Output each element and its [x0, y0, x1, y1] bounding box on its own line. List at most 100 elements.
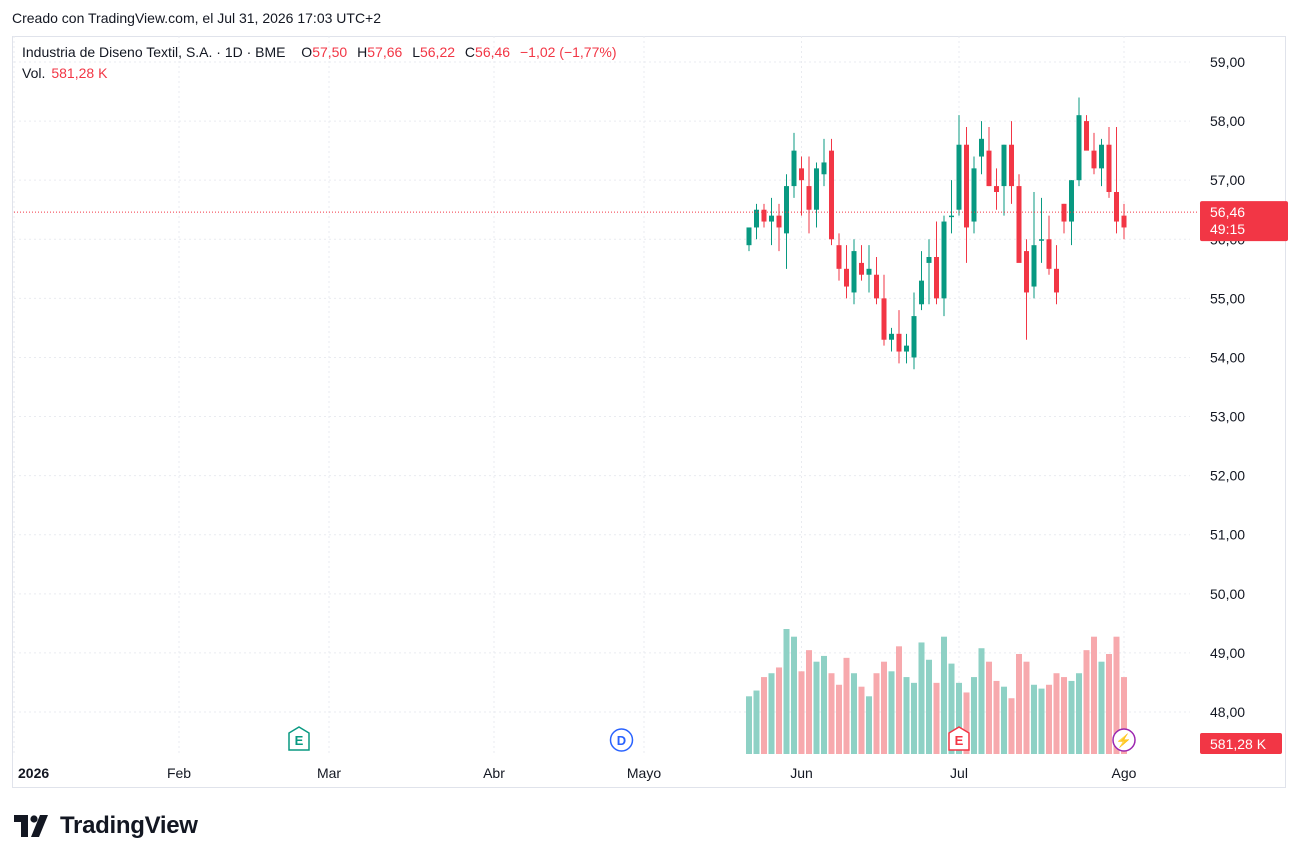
brand-name: TradingView — [60, 812, 198, 839]
candle-body[interactable] — [949, 215, 954, 218]
volume-bar — [986, 661, 992, 754]
volume-bar — [761, 677, 767, 754]
candle-body[interactable] — [866, 268, 872, 275]
event-marker-letter: ⚡ — [1116, 733, 1132, 749]
volume-bar — [948, 663, 955, 754]
legend-symbol: Industria de Diseno Textil, S.A. · 1D · … — [22, 44, 286, 60]
volume-bar — [1091, 636, 1097, 754]
candle-body[interactable] — [964, 144, 969, 228]
candle-body[interactable] — [1091, 150, 1097, 169]
candle-body[interactable] — [1106, 144, 1112, 192]
candle-body[interactable] — [761, 209, 767, 222]
candle-body[interactable] — [1061, 203, 1067, 222]
candle-body[interactable] — [971, 168, 977, 222]
candle-body[interactable] — [979, 138, 984, 157]
candle-body[interactable] — [829, 150, 834, 240]
candle-body[interactable] — [784, 186, 789, 234]
legend-low: 56,22 — [419, 44, 456, 60]
volume-bar — [1046, 684, 1052, 754]
volume-bar — [851, 673, 857, 754]
candle-body[interactable] — [806, 186, 812, 210]
volume-bar — [956, 682, 962, 754]
candle-body[interactable] — [1084, 121, 1089, 151]
candle-body[interactable] — [799, 168, 804, 181]
candle-body[interactable] — [904, 345, 909, 352]
y-tick-label: 49,00 — [1210, 645, 1245, 661]
candle-body[interactable] — [1009, 144, 1014, 187]
volume-bar — [926, 659, 932, 754]
earnings-marker[interactable] — [948, 726, 970, 751]
legend-high: 57,66 — [367, 44, 403, 60]
y-tick-label: 58,00 — [1210, 113, 1245, 129]
candle-body[interactable] — [934, 257, 939, 299]
candle-body[interactable] — [889, 333, 894, 340]
volume-bar — [1001, 686, 1007, 754]
candle-body[interactable] — [1054, 268, 1059, 293]
chart-legend: Industria de Diseno Textil, S.A. · 1D · … — [22, 44, 623, 60]
volume-bar — [918, 642, 925, 754]
volume-bar — [881, 661, 887, 754]
candle-body[interactable] — [881, 298, 887, 340]
candle-body[interactable] — [874, 274, 879, 299]
candle-body[interactable] — [911, 316, 917, 358]
candle-body[interactable] — [941, 221, 947, 299]
volume-bar — [858, 686, 865, 754]
volume-bar — [836, 684, 842, 754]
candle-body[interactable] — [746, 227, 752, 246]
event-marker-letter: E — [955, 733, 964, 748]
volume-bar — [993, 680, 1000, 754]
tradingview-logo[interactable]: TradingView — [14, 812, 198, 840]
y-tick-label: 57,00 — [1210, 172, 1245, 188]
candle-body[interactable] — [754, 209, 759, 228]
candle-body[interactable] — [1039, 239, 1044, 241]
candle-body[interactable] — [769, 215, 774, 222]
candle-body[interactable] — [1001, 144, 1007, 187]
split-marker[interactable] — [1112, 728, 1136, 752]
candle-body[interactable] — [926, 257, 932, 263]
candle-body[interactable] — [1031, 245, 1037, 287]
volume-bar — [1113, 636, 1120, 754]
candle-body[interactable] — [1016, 186, 1022, 263]
volume-bar — [1076, 673, 1082, 754]
volume-bar — [941, 636, 947, 754]
candle-body[interactable] — [956, 144, 962, 210]
candle-body[interactable] — [844, 268, 849, 287]
volume-bar — [888, 671, 895, 754]
candle-body[interactable] — [986, 150, 992, 187]
candle-body[interactable] — [1121, 215, 1127, 228]
candle-body[interactable] — [851, 251, 857, 293]
earnings-marker[interactable] — [288, 726, 310, 751]
candle-body[interactable] — [836, 245, 842, 269]
candle-body[interactable] — [1114, 192, 1119, 222]
candle-body[interactable] — [1069, 180, 1074, 222]
x-tick-label: Jun — [790, 765, 813, 781]
volume-bar — [1023, 661, 1030, 754]
volume-bar — [963, 692, 970, 754]
y-tick-label: 48,00 — [1210, 704, 1245, 720]
dividend-marker[interactable] — [609, 728, 634, 752]
candle-body[interactable] — [821, 162, 827, 175]
volume-bar — [1061, 677, 1067, 754]
candle-body[interactable] — [1076, 115, 1082, 181]
chart-frame[interactable] — [12, 36, 1286, 788]
candle-body[interactable] — [919, 280, 924, 305]
candle-body[interactable] — [791, 150, 797, 187]
legend-l-label: L — [412, 44, 420, 60]
candle-body[interactable] — [1046, 239, 1052, 269]
volume-tag-value: 581,28 K — [1210, 736, 1267, 752]
candle-body[interactable] — [1099, 144, 1104, 169]
candle-body[interactable] — [994, 186, 999, 192]
candle-body[interactable] — [859, 262, 864, 275]
candle-body[interactable] — [776, 215, 782, 228]
volume-bar — [746, 696, 752, 754]
volume-bar — [873, 673, 880, 754]
volume-bar — [1031, 684, 1037, 754]
volume-bar — [821, 655, 827, 754]
volume-bar — [1038, 688, 1045, 754]
candle-body[interactable] — [814, 168, 819, 210]
volume-bar — [1008, 698, 1015, 754]
candle-body[interactable] — [896, 333, 902, 352]
candle-body[interactable] — [1024, 251, 1029, 293]
volume-bar — [903, 677, 910, 754]
